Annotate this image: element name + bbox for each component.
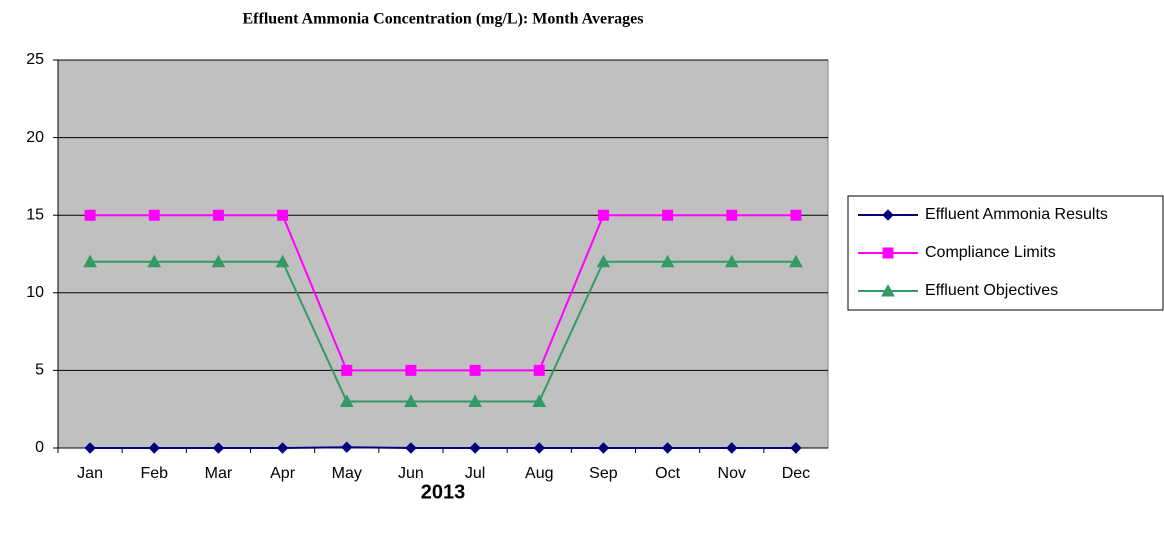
legend-marker	[882, 247, 894, 259]
data-point	[469, 364, 481, 376]
data-point	[212, 442, 225, 454]
series-line	[90, 214, 796, 372]
y-tick-label: 25	[26, 51, 44, 68]
data-point	[468, 394, 482, 407]
data-point	[83, 254, 97, 268]
y-tick-label: 15	[26, 206, 44, 223]
y-tick-label: 0	[35, 439, 44, 456]
data-point	[148, 209, 160, 221]
data-point	[404, 394, 418, 407]
data-point	[405, 364, 417, 376]
data-point	[597, 209, 609, 221]
legend-marker	[882, 209, 894, 221]
x-tick-label: Jan	[77, 465, 103, 482]
legend-label: Effluent Ammonia Results	[925, 206, 1108, 223]
chart-title: Effluent Ammonia Concentration (mg/L): M…	[243, 11, 644, 28]
data-point	[275, 254, 290, 268]
x-tick-label: Oct	[655, 465, 680, 482]
plot-area	[57, 59, 829, 449]
y-tick-label: 10	[26, 284, 44, 301]
data-point	[339, 394, 354, 407]
data-point	[84, 442, 96, 454]
x-axis-title: 2013	[421, 481, 466, 503]
data-point	[661, 442, 674, 454]
data-point	[211, 254, 226, 268]
data-point	[147, 254, 162, 268]
data-point	[276, 442, 289, 454]
data-point	[341, 441, 353, 453]
x-tick-label: Feb	[140, 465, 168, 482]
legend-label: Compliance Limits	[925, 244, 1056, 261]
data-point	[405, 442, 417, 454]
x-tick-label: Apr	[270, 465, 296, 482]
x-tick-label: May	[332, 465, 362, 482]
series-line	[90, 260, 796, 403]
data-point	[662, 209, 674, 221]
data-point	[660, 254, 675, 268]
data-point	[726, 209, 738, 221]
data-point	[148, 442, 160, 454]
data-point	[341, 364, 353, 376]
x-tick-label: Sep	[589, 465, 618, 482]
data-point	[596, 254, 611, 268]
data-point	[790, 209, 802, 221]
data-point	[533, 364, 545, 376]
data-point	[726, 442, 738, 454]
data-point	[597, 442, 610, 454]
x-tick-label: Mar	[205, 465, 233, 482]
data-point	[790, 442, 802, 454]
data-point	[724, 254, 739, 268]
data-point	[533, 442, 545, 454]
x-tick-label: Jun	[398, 465, 424, 482]
data-point	[532, 394, 547, 407]
x-tick-label: Jul	[465, 465, 485, 482]
data-point	[469, 442, 481, 454]
x-tick-label: Nov	[718, 465, 746, 482]
data-point	[212, 209, 224, 221]
series-line	[90, 446, 796, 449]
y-tick-label: 5	[35, 362, 44, 379]
y-tick-label: 20	[26, 129, 44, 146]
legend-marker	[881, 283, 895, 297]
x-tick-label: Aug	[525, 465, 553, 482]
data-point	[84, 209, 96, 221]
data-point	[277, 209, 289, 221]
legend-label: Effluent Objectives	[925, 282, 1058, 299]
x-tick-label: Dec	[782, 465, 810, 482]
data-point	[789, 254, 803, 268]
